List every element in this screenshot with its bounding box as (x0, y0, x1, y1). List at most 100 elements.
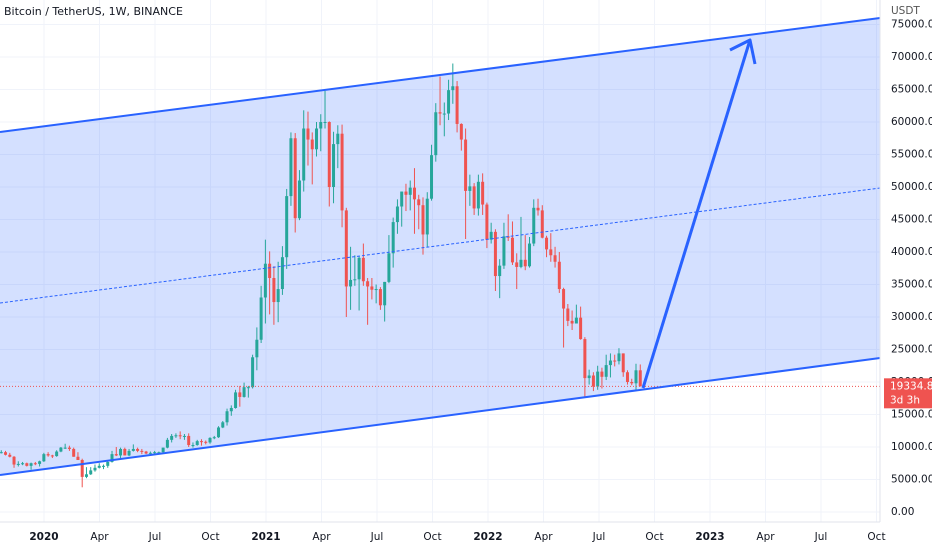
candle-body (613, 360, 617, 362)
x-tick-label: Jul (370, 531, 384, 543)
candle-body (540, 210, 544, 238)
candle-body (306, 128, 310, 140)
candle-body (395, 206, 399, 223)
candle-body (625, 372, 629, 382)
candle-body (119, 448, 123, 456)
candle-body (459, 123, 463, 140)
candle-body (570, 320, 574, 324)
candle-body (217, 427, 221, 438)
x-tick-label: Jul (814, 531, 828, 543)
candle-body (89, 470, 93, 475)
candle-body (608, 360, 612, 366)
candle-body (455, 86, 459, 124)
candle-body (617, 353, 621, 362)
y-tick-label: 0.00 (891, 506, 914, 518)
candle-body (438, 112, 442, 114)
candle-body (464, 139, 468, 191)
y-tick-label: 25000.00 (891, 343, 932, 355)
candle-body (165, 439, 169, 448)
candle-body (400, 191, 404, 207)
candle-body (604, 365, 608, 377)
candle-body (574, 317, 578, 324)
candle-body (259, 297, 263, 340)
candle-body (515, 262, 519, 267)
candle-body (8, 454, 12, 457)
candle-body (498, 265, 502, 277)
candle-body (319, 122, 323, 129)
candle-body (566, 308, 570, 321)
candle-body (472, 186, 476, 209)
candle-body (84, 474, 88, 477)
candle-body (523, 259, 527, 267)
y-tick-label: 70000.00 (891, 51, 932, 63)
candle-body (532, 207, 536, 244)
candle-body (366, 281, 370, 287)
candle-body (161, 447, 165, 453)
candle-body (510, 237, 514, 263)
candle-body (519, 259, 523, 267)
x-tick-label: Jul (148, 531, 162, 543)
candle-body (323, 122, 327, 124)
x-tick-label: 2020 (29, 531, 58, 543)
candle-body (430, 155, 434, 199)
candle-body (302, 128, 306, 181)
candle-body (102, 465, 105, 467)
candle-body (238, 392, 242, 397)
channel-upper (0, 17, 881, 133)
candle-body (553, 255, 557, 262)
candle-body (255, 339, 259, 358)
candle-body (434, 112, 438, 156)
candle-body (425, 198, 429, 235)
candle-body (4, 452, 8, 455)
channel-lower (0, 357, 881, 476)
candle-body (327, 122, 331, 187)
candle-body (634, 370, 638, 384)
candle-body (199, 441, 203, 443)
candle-body (76, 456, 80, 460)
y-tick-label: 30000.00 (891, 311, 932, 323)
candle-body (297, 180, 301, 219)
candle-body (131, 448, 135, 451)
candle-body (357, 257, 361, 280)
last-price-tag (884, 378, 932, 409)
candle-body (468, 186, 472, 191)
y-tick-label: 60000.00 (891, 116, 932, 128)
candle-body (204, 441, 208, 443)
candle-body (29, 463, 33, 466)
arrow-head (729, 38, 757, 65)
candle-body (417, 199, 421, 206)
y-tick-label: 40000.00 (891, 246, 932, 258)
candle-body (46, 454, 50, 456)
candle-body (344, 210, 348, 287)
candle-body (404, 191, 408, 195)
candle-body (157, 452, 161, 454)
x-tick-label: Oct (201, 531, 219, 543)
candle-body (285, 196, 289, 258)
projection-arrow (641, 39, 752, 389)
y-tick-label: 10000.00 (891, 441, 932, 453)
candle-body (349, 279, 353, 287)
candle-body (340, 133, 344, 211)
candle-body (148, 452, 152, 454)
last-price-label: 19334.80 (890, 380, 932, 392)
y-tick-label: 65000.00 (891, 84, 932, 96)
candle-body (579, 317, 583, 340)
candle-body (246, 387, 250, 389)
x-tick-label: Apr (756, 531, 775, 543)
x-tick-label: Apr (534, 531, 553, 543)
candle-body (391, 222, 395, 254)
candle-body (378, 289, 382, 306)
candle-body (268, 263, 272, 278)
candle-body (583, 339, 587, 379)
candle-body (229, 407, 233, 412)
candle-body (485, 204, 489, 240)
candle-body (361, 257, 365, 282)
candle-body (106, 461, 110, 466)
y-tick-label: 45000.00 (891, 213, 932, 225)
channel-fill (0, 18, 880, 475)
candle-body (170, 435, 174, 440)
candle-body (63, 447, 67, 449)
candle-body (638, 370, 642, 387)
candles (0, 63, 880, 488)
candle-body (562, 289, 566, 309)
